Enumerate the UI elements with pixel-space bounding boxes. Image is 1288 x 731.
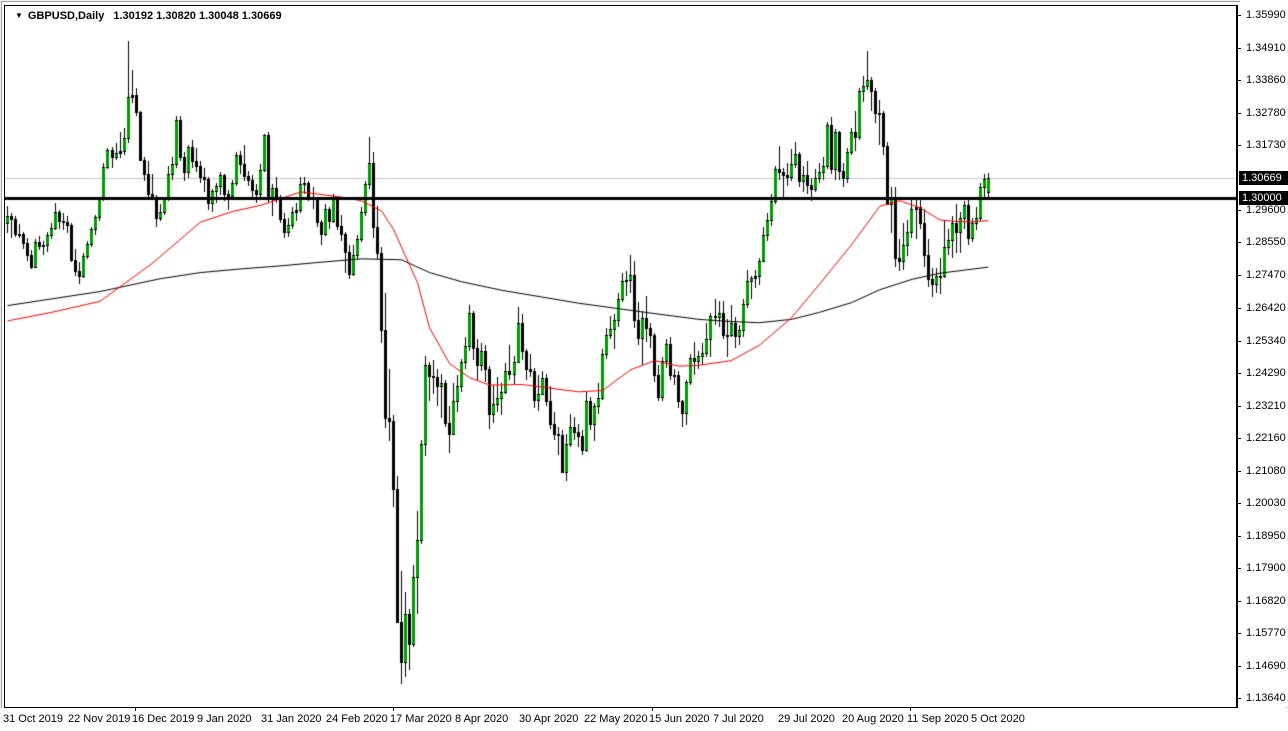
time-axis-label: 31 Jan 2020 (261, 713, 322, 725)
time-axis-label: 8 Apr 2020 (455, 713, 509, 725)
price-axis-tick (1237, 601, 1241, 602)
price-axis-tick (1237, 536, 1241, 537)
price-axis-label: 1.22160 (1246, 432, 1286, 444)
price-axis-tick (1237, 210, 1241, 211)
price-axis-label: 1.33860 (1246, 74, 1286, 86)
time-axis-label: 31 Oct 2019 (3, 713, 63, 725)
time-axis-label: 17 Mar 2020 (390, 713, 452, 725)
time-axis-label: 24 Feb 2020 (326, 713, 388, 725)
price-axis-tick (1237, 373, 1241, 374)
price-axis-label: 1.31730 (1246, 139, 1286, 151)
price-axis-tick (1237, 471, 1241, 472)
time-axis-label: 15 Jun 2020 (649, 713, 710, 725)
price-axis-label: 1.18950 (1246, 530, 1286, 542)
price-axis-tick (1237, 15, 1241, 16)
price-axis-tick (1237, 80, 1241, 81)
time-axis-tick (910, 707, 911, 711)
price-axis-label: 1.24290 (1246, 367, 1286, 379)
price-axis-label: 1.35990 (1246, 9, 1286, 21)
time-axis-label: 7 Jul 2020 (713, 713, 764, 725)
price-axis-label: 1.15770 (1246, 627, 1286, 639)
chart-symbol-label: GBPUSD,Daily (27, 10, 105, 22)
price-axis-tick (1237, 275, 1241, 276)
price-marker-badge: 1.30000 (1239, 191, 1288, 205)
chart-symbol-triangle-icon: ▼ (15, 11, 23, 20)
price-axis-label: 1.28550 (1246, 236, 1286, 248)
time-axis-label: 5 Oct 2020 (971, 713, 1025, 725)
price-axis-tick (1237, 406, 1241, 407)
price-axis-tick (1237, 633, 1241, 634)
chart-ohlc-values: 1.30192 1.30820 1.30048 1.30669 (113, 10, 282, 22)
price-axis-tick (1237, 698, 1241, 699)
price-axis-tick (1237, 48, 1241, 49)
chart-plot-area[interactable]: ▼ GBPUSD,Daily 1.30192 1.30820 1.30048 1.3… (4, 5, 1238, 708)
price-axis-tick (1237, 308, 1241, 309)
price-axis-label: 1.34910 (1246, 42, 1286, 54)
price-axis-label: 1.14690 (1246, 660, 1286, 672)
price-axis-tick (1237, 438, 1241, 439)
time-axis-label: 22 May 2020 (584, 713, 648, 725)
time-axis-label: 9 Jan 2020 (197, 713, 252, 725)
chart-title: ▼ GBPUSD,Daily 1.30192 1.30820 1.30048 1.3… (15, 10, 282, 22)
time-axis-label: 29 Jul 2020 (778, 713, 835, 725)
price-axis[interactable]: 1.35990 1.34910 1.33860 1.32780 1.31730 1.296… (1237, 0, 1288, 707)
price-marker-badge: 1.30669 (1239, 171, 1288, 185)
time-axis-label: 30 Apr 2020 (519, 713, 579, 725)
price-axis-label: 1.25340 (1246, 335, 1286, 347)
time-axis-tick (135, 707, 136, 711)
price-axis-tick (1237, 568, 1241, 569)
price-axis-tick (1237, 666, 1241, 667)
time-axis-label: 11 Sep 2020 (907, 713, 969, 725)
price-axis-tick (1237, 503, 1241, 504)
time-axis-label: 22 Nov 2019 (68, 713, 131, 725)
price-axis-label: 1.32780 (1246, 107, 1286, 119)
price-axis-tick (1237, 242, 1241, 243)
price-axis-label: 1.27470 (1246, 269, 1286, 281)
price-axis-label: 1.16820 (1246, 595, 1286, 607)
price-axis-tick (1237, 145, 1241, 146)
price-axis-label: 1.17900 (1246, 562, 1286, 574)
price-axis-label: 1.13640 (1246, 692, 1286, 704)
price-axis-label: 1.20030 (1246, 497, 1286, 509)
price-axis-tick (1237, 113, 1241, 114)
price-axis-label: 1.23210 (1246, 400, 1286, 412)
price-axis-label: 1.26420 (1246, 302, 1286, 314)
time-axis-tick (393, 707, 394, 711)
time-axis-tick (652, 707, 653, 711)
price-axis-tick (1237, 341, 1241, 342)
time-axis-label: 20 Aug 2020 (842, 713, 904, 725)
price-axis-label: 1.29600 (1246, 204, 1286, 216)
time-axis[interactable]: 31 Oct 2019 22 Nov 2019 16 Dec 2019 9 Jan 2… (0, 707, 1288, 731)
candlestick-canvas (5, 6, 1236, 707)
price-axis-label: 1.21080 (1246, 465, 1286, 477)
time-axis-label: 16 Dec 2019 (132, 713, 195, 725)
